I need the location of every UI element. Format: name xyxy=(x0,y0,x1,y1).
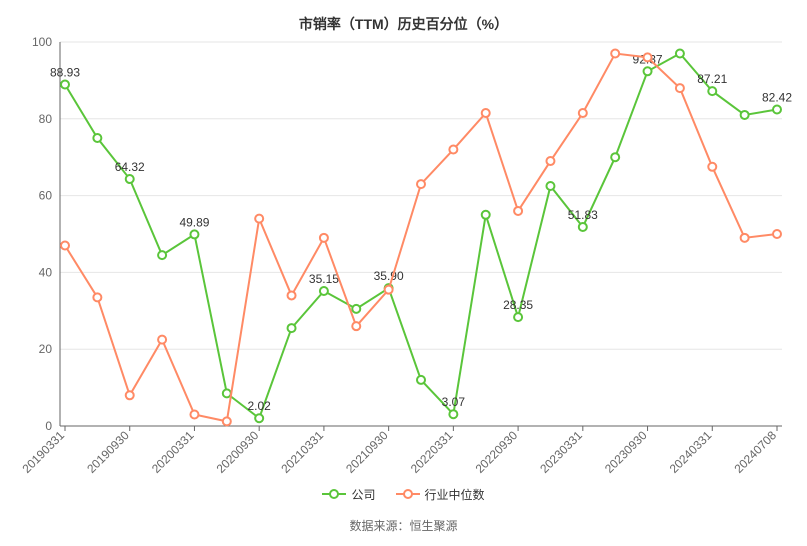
svg-text:60: 60 xyxy=(39,189,53,203)
legend-label: 公司 xyxy=(351,486,375,503)
legend-marker xyxy=(396,489,420,499)
svg-text:40: 40 xyxy=(39,265,53,279)
svg-text:20200930: 20200930 xyxy=(214,428,262,476)
svg-text:88.93: 88.93 xyxy=(50,66,80,80)
legend: 公司 行业中位数 xyxy=(0,486,807,505)
svg-text:20190331: 20190331 xyxy=(19,428,67,476)
svg-text:2.02: 2.02 xyxy=(248,399,272,413)
svg-text:64.32: 64.32 xyxy=(115,160,145,174)
svg-text:35.90: 35.90 xyxy=(374,269,404,283)
svg-text:51.83: 51.83 xyxy=(568,208,598,222)
svg-text:28.35: 28.35 xyxy=(503,298,533,312)
source-label: 数据来源：恒生聚源 xyxy=(0,517,807,534)
svg-text:20220331: 20220331 xyxy=(408,428,456,476)
svg-text:3.07: 3.07 xyxy=(442,395,466,409)
legend-marker xyxy=(322,489,346,499)
svg-text:20210331: 20210331 xyxy=(278,428,326,476)
svg-text:49.89: 49.89 xyxy=(179,215,209,229)
svg-text:20210930: 20210930 xyxy=(343,428,391,476)
svg-text:35.15: 35.15 xyxy=(309,272,339,286)
chart-title: 市销率（TTM）历史百分位（%） xyxy=(0,0,807,34)
svg-text:87.21: 87.21 xyxy=(697,72,727,86)
legend-label: 行业中位数 xyxy=(425,486,485,503)
svg-text:20230930: 20230930 xyxy=(602,428,650,476)
svg-text:20190930: 20190930 xyxy=(84,428,132,476)
legend-item[interactable]: 行业中位数 xyxy=(396,486,485,503)
svg-text:20200331: 20200331 xyxy=(149,428,197,476)
svg-text:0: 0 xyxy=(45,419,52,433)
svg-text:82.42: 82.42 xyxy=(762,91,792,105)
chart-svg: 0204060801002019033120190930202003312020… xyxy=(60,42,782,426)
svg-text:20220930: 20220930 xyxy=(473,428,521,476)
svg-text:20240331: 20240331 xyxy=(667,428,715,476)
svg-text:100: 100 xyxy=(32,35,52,49)
svg-text:20240708: 20240708 xyxy=(731,428,779,476)
svg-text:20: 20 xyxy=(39,342,53,356)
chart-container: 市销率（TTM）历史百分位（%） 02040608010020190331201… xyxy=(0,0,807,546)
svg-text:20230331: 20230331 xyxy=(537,428,585,476)
svg-text:80: 80 xyxy=(39,112,53,126)
plot-area: 0204060801002019033120190930202003312020… xyxy=(60,42,782,426)
legend-item[interactable]: 公司 xyxy=(322,486,375,503)
